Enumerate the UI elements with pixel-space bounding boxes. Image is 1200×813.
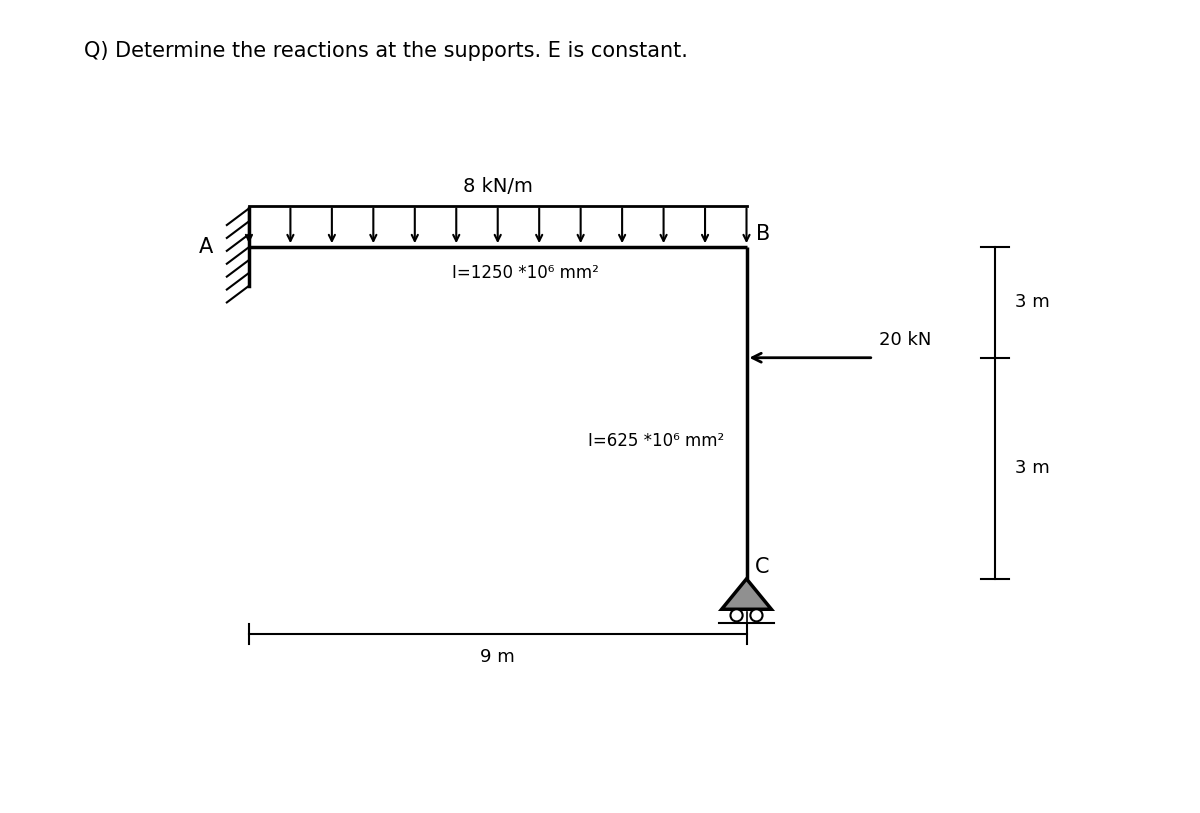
- Circle shape: [731, 609, 743, 621]
- Polygon shape: [721, 579, 772, 609]
- Text: A: A: [199, 237, 214, 257]
- Text: I=625 *10⁶ mm²: I=625 *10⁶ mm²: [588, 432, 725, 450]
- Text: 3 m: 3 m: [1015, 293, 1049, 311]
- Text: 9 m: 9 m: [480, 648, 515, 666]
- Text: 20 kN: 20 kN: [880, 332, 931, 350]
- Text: I=1250 *10⁶ mm²: I=1250 *10⁶ mm²: [452, 263, 599, 282]
- Text: Q) Determine the reactions at the supports. E is constant.: Q) Determine the reactions at the suppor…: [84, 41, 688, 61]
- Text: 3 m: 3 m: [1015, 459, 1049, 477]
- Text: B: B: [756, 224, 770, 245]
- Text: 8 kN/m: 8 kN/m: [463, 176, 533, 196]
- Circle shape: [750, 609, 762, 621]
- Text: C: C: [755, 557, 769, 576]
